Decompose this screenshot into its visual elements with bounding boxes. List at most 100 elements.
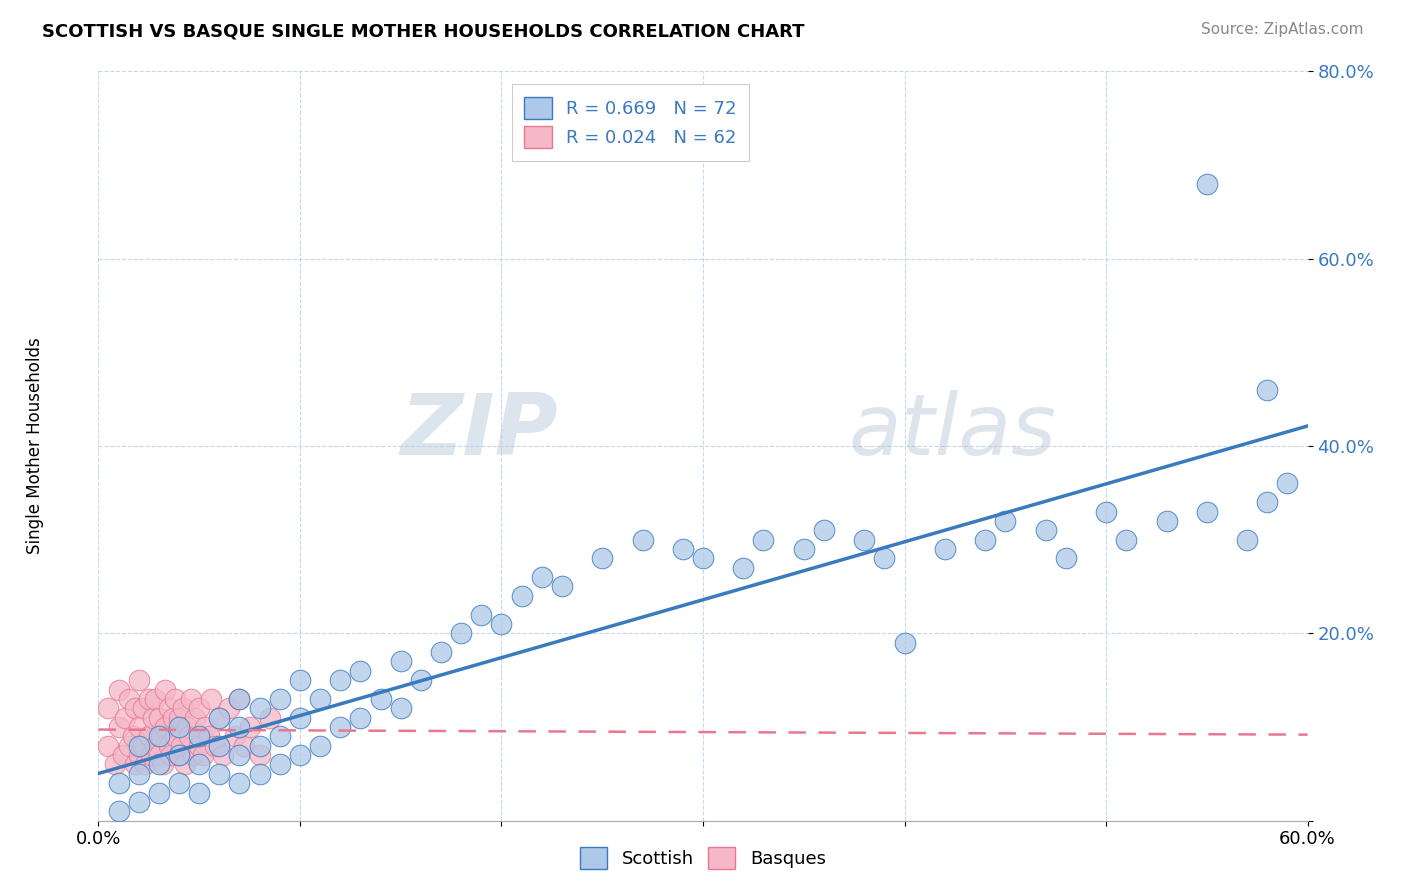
- Point: [128, 795, 150, 809]
- Point: [132, 739, 155, 753]
- Point: [370, 692, 392, 706]
- Point: [228, 747, 250, 762]
- Point: [232, 739, 254, 753]
- Point: [148, 730, 170, 744]
- Point: [128, 739, 150, 753]
- Point: [163, 730, 186, 744]
- Point: [1256, 383, 1278, 397]
- Point: [179, 730, 201, 744]
- Point: [853, 533, 876, 547]
- Text: SCOTTISH VS BASQUE SINGLE MOTHER HOUSEHOLDS CORRELATION CHART: SCOTTISH VS BASQUE SINGLE MOTHER HOUSEHO…: [42, 22, 804, 40]
- Point: [153, 720, 176, 734]
- Point: [167, 776, 190, 790]
- Point: [148, 786, 170, 800]
- Point: [288, 673, 311, 688]
- Point: [994, 514, 1017, 528]
- Point: [1095, 505, 1118, 519]
- Point: [176, 720, 198, 734]
- Point: [157, 701, 180, 715]
- Point: [128, 673, 150, 688]
- Point: [208, 739, 231, 753]
- Point: [193, 747, 215, 762]
- Point: [269, 730, 291, 744]
- Point: [430, 645, 453, 659]
- Point: [591, 551, 613, 566]
- Point: [188, 757, 211, 772]
- Point: [114, 710, 136, 724]
- Point: [139, 747, 162, 762]
- Point: [450, 626, 472, 640]
- Point: [134, 757, 156, 772]
- Point: [188, 786, 211, 800]
- Point: [174, 757, 197, 772]
- Point: [1256, 495, 1278, 509]
- Point: [228, 776, 250, 790]
- Point: [153, 682, 176, 697]
- Point: [107, 720, 129, 734]
- Point: [228, 692, 250, 706]
- Point: [107, 682, 129, 697]
- Point: [152, 757, 174, 772]
- Point: [249, 701, 271, 715]
- Point: [138, 692, 160, 706]
- Point: [167, 710, 190, 724]
- Point: [160, 747, 183, 762]
- Text: Source: ZipAtlas.com: Source: ZipAtlas.com: [1201, 22, 1364, 37]
- Point: [1195, 505, 1218, 519]
- Point: [128, 720, 150, 734]
- Point: [269, 757, 291, 772]
- Point: [208, 710, 231, 724]
- Point: [288, 710, 311, 724]
- Point: [128, 767, 150, 781]
- Legend: Scottish, Basques: Scottish, Basques: [571, 838, 835, 879]
- Point: [204, 739, 226, 753]
- Point: [184, 710, 207, 724]
- Point: [349, 664, 371, 678]
- Point: [148, 757, 170, 772]
- Point: [530, 570, 553, 584]
- Point: [934, 542, 956, 557]
- Point: [167, 747, 190, 762]
- Point: [873, 551, 896, 566]
- Point: [170, 739, 193, 753]
- Point: [228, 692, 250, 706]
- Point: [733, 561, 755, 575]
- Point: [118, 739, 141, 753]
- Point: [138, 730, 160, 744]
- Point: [124, 757, 146, 772]
- Point: [389, 655, 412, 669]
- Point: [249, 767, 271, 781]
- Point: [163, 692, 186, 706]
- Point: [142, 710, 165, 724]
- Point: [143, 692, 166, 706]
- Point: [111, 747, 134, 762]
- Point: [249, 739, 271, 753]
- Point: [162, 710, 184, 724]
- Point: [128, 747, 150, 762]
- Point: [249, 747, 271, 762]
- Point: [692, 551, 714, 566]
- Point: [329, 720, 352, 734]
- Point: [121, 730, 143, 744]
- Point: [491, 617, 513, 632]
- Point: [124, 701, 146, 715]
- Point: [329, 673, 352, 688]
- Point: [1195, 177, 1218, 191]
- Point: [167, 747, 190, 762]
- Point: [194, 720, 217, 734]
- Point: [107, 776, 129, 790]
- Point: [200, 692, 222, 706]
- Point: [269, 692, 291, 706]
- Point: [259, 710, 281, 724]
- Point: [239, 720, 262, 734]
- Point: [551, 580, 574, 594]
- Point: [103, 757, 125, 772]
- Point: [1156, 514, 1178, 528]
- Point: [218, 701, 240, 715]
- Point: [157, 739, 180, 753]
- Point: [208, 710, 231, 724]
- Text: Single Mother Households: Single Mother Households: [27, 338, 44, 554]
- Point: [1277, 476, 1299, 491]
- Text: ZIP: ZIP: [401, 390, 558, 473]
- Point: [1236, 533, 1258, 547]
